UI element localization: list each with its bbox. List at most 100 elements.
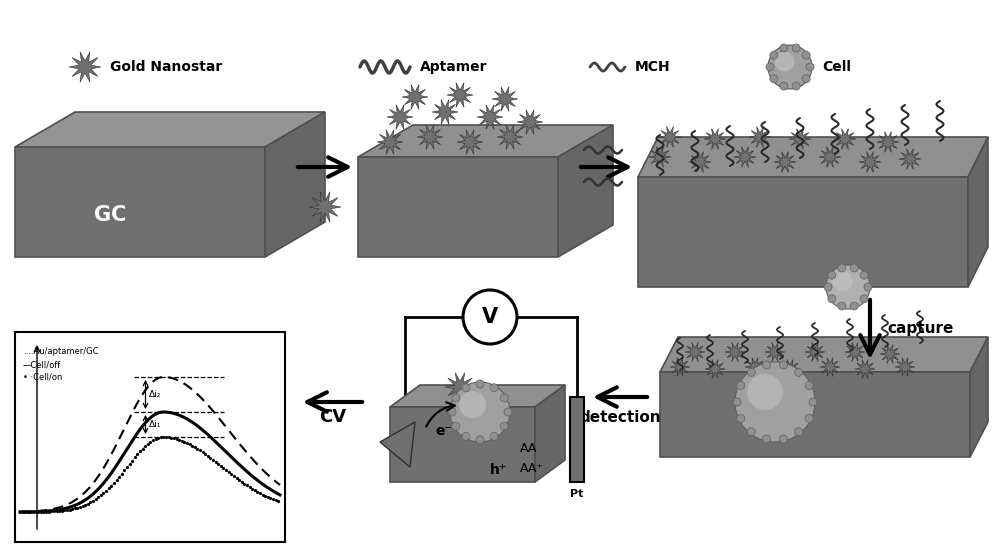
Circle shape — [476, 380, 484, 388]
Circle shape — [779, 435, 787, 443]
Polygon shape — [745, 358, 765, 377]
Circle shape — [795, 368, 803, 377]
Circle shape — [860, 271, 868, 279]
Circle shape — [463, 290, 517, 344]
Circle shape — [735, 362, 815, 442]
Circle shape — [850, 264, 858, 272]
Polygon shape — [377, 130, 403, 154]
Polygon shape — [880, 344, 900, 364]
Text: Pt: Pt — [570, 489, 584, 499]
Circle shape — [838, 302, 846, 310]
Polygon shape — [380, 422, 415, 467]
Polygon shape — [477, 105, 503, 129]
Polygon shape — [789, 129, 811, 149]
Polygon shape — [15, 147, 265, 257]
Circle shape — [747, 374, 783, 410]
Text: Δi₂: Δi₂ — [148, 390, 161, 399]
Polygon shape — [69, 52, 101, 82]
Circle shape — [737, 382, 745, 389]
Circle shape — [459, 391, 486, 418]
Circle shape — [828, 271, 836, 279]
Circle shape — [864, 283, 872, 291]
Polygon shape — [704, 129, 726, 149]
Text: CV: CV — [319, 408, 347, 426]
Polygon shape — [638, 177, 968, 287]
Polygon shape — [447, 82, 473, 108]
Polygon shape — [265, 112, 325, 257]
Circle shape — [850, 302, 858, 310]
Circle shape — [838, 264, 846, 272]
Polygon shape — [725, 343, 745, 361]
Circle shape — [490, 432, 498, 440]
Circle shape — [780, 82, 788, 90]
Polygon shape — [705, 359, 725, 379]
Polygon shape — [805, 343, 825, 361]
Circle shape — [747, 428, 755, 436]
Circle shape — [775, 52, 794, 71]
Text: • ·Cell/on: • ·Cell/on — [23, 373, 62, 382]
FancyBboxPatch shape — [15, 332, 285, 542]
Polygon shape — [390, 385, 565, 407]
Text: Gold Nanostar: Gold Nanostar — [110, 60, 222, 74]
Polygon shape — [968, 137, 988, 287]
Circle shape — [476, 436, 484, 444]
Polygon shape — [390, 407, 535, 482]
Polygon shape — [432, 100, 458, 124]
Polygon shape — [689, 152, 711, 173]
Text: Aptamer: Aptamer — [420, 60, 488, 74]
Circle shape — [500, 422, 508, 430]
Circle shape — [809, 398, 817, 406]
Text: —Cell/off: —Cell/off — [23, 360, 61, 369]
Circle shape — [763, 361, 771, 369]
Circle shape — [805, 414, 813, 423]
FancyBboxPatch shape — [570, 397, 584, 482]
Polygon shape — [445, 373, 475, 401]
Polygon shape — [970, 337, 988, 457]
Circle shape — [452, 422, 460, 430]
Polygon shape — [638, 137, 988, 177]
Circle shape — [806, 63, 814, 71]
Polygon shape — [402, 85, 428, 109]
Polygon shape — [358, 157, 558, 257]
Circle shape — [826, 265, 870, 309]
Circle shape — [828, 295, 836, 303]
Polygon shape — [765, 343, 785, 361]
Polygon shape — [558, 125, 613, 257]
Circle shape — [500, 394, 508, 402]
Polygon shape — [774, 152, 796, 173]
Circle shape — [462, 432, 470, 440]
Circle shape — [737, 414, 745, 423]
Circle shape — [763, 435, 771, 443]
Text: e⁻: e⁻ — [435, 424, 452, 438]
Circle shape — [860, 295, 868, 303]
Polygon shape — [877, 131, 899, 153]
Polygon shape — [845, 343, 865, 361]
Polygon shape — [819, 146, 841, 168]
Circle shape — [802, 51, 810, 59]
Polygon shape — [497, 125, 523, 149]
Text: AA⁺: AA⁺ — [520, 462, 544, 475]
Text: MCH: MCH — [635, 60, 671, 74]
Circle shape — [504, 408, 512, 416]
Polygon shape — [649, 146, 671, 168]
Polygon shape — [834, 129, 856, 149]
Text: GC: GC — [94, 205, 126, 225]
Circle shape — [768, 45, 812, 89]
Polygon shape — [457, 130, 483, 154]
Circle shape — [802, 75, 810, 83]
Polygon shape — [417, 125, 443, 149]
Polygon shape — [535, 385, 565, 482]
Circle shape — [792, 82, 800, 90]
Text: V: V — [482, 307, 498, 327]
Polygon shape — [749, 126, 771, 148]
Polygon shape — [734, 146, 756, 168]
Circle shape — [448, 408, 456, 416]
Text: AA: AA — [520, 442, 537, 455]
Circle shape — [462, 384, 470, 392]
Polygon shape — [855, 359, 875, 379]
Circle shape — [490, 384, 498, 392]
Polygon shape — [492, 87, 518, 111]
Circle shape — [450, 382, 510, 442]
Polygon shape — [659, 126, 681, 148]
Polygon shape — [387, 105, 413, 129]
